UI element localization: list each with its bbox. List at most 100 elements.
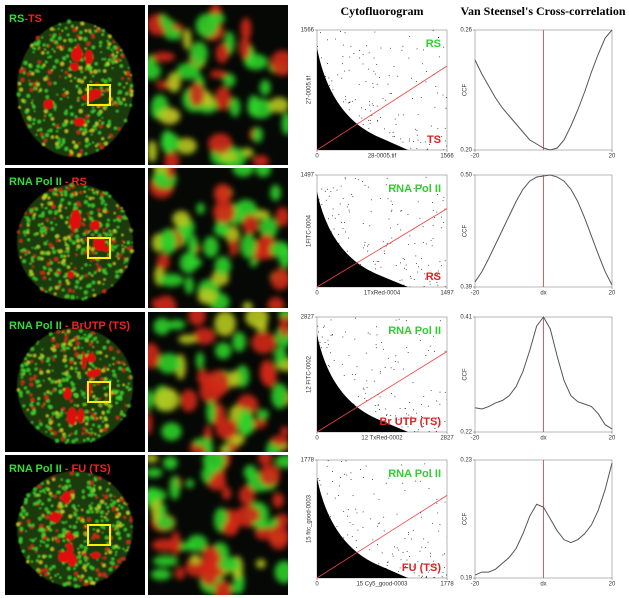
speckle (32, 100, 34, 102)
speckle (66, 216, 69, 219)
speckle (118, 257, 120, 259)
speckle (114, 390, 118, 394)
speckle (96, 270, 98, 272)
scatter-dot (327, 132, 328, 133)
speckle (44, 393, 46, 395)
scatter-dot (438, 531, 439, 532)
scatter-dot (322, 265, 323, 266)
scatter-dot (417, 48, 418, 49)
scatter-dot (317, 46, 318, 47)
speckle (88, 143, 90, 145)
speckle (80, 544, 84, 548)
scatter-dot (326, 99, 327, 100)
scatter-dot (317, 384, 318, 385)
speckle (107, 263, 109, 265)
speckle (47, 263, 50, 266)
speckle (81, 104, 83, 106)
speckle (27, 556, 30, 559)
scatter-dot (344, 375, 345, 376)
speckle (91, 274, 93, 276)
label-part: - BrUTP (TS) (62, 320, 131, 332)
scatter-dot (436, 431, 437, 432)
y-tick-label: 1778 (301, 458, 315, 464)
speckle (85, 422, 88, 425)
speckle (48, 268, 52, 272)
scatter-dot (417, 272, 418, 273)
scatter-dot (321, 189, 322, 190)
scatter-dot (358, 179, 359, 180)
scatter-dot (424, 463, 425, 464)
speckle (20, 364, 24, 368)
speckle (89, 264, 91, 266)
scatter-dot (408, 532, 409, 533)
speckle (41, 405, 44, 408)
scatter-dot (366, 380, 367, 381)
speckle (36, 134, 38, 136)
scatter-dot (411, 278, 412, 279)
speckle (19, 224, 21, 226)
scatter-dot (394, 546, 395, 547)
scatter-dot (388, 84, 389, 85)
scatter-dot (354, 131, 355, 132)
speckle (120, 49, 122, 51)
speckle (58, 28, 60, 30)
speckle (99, 120, 101, 122)
speckle (80, 560, 82, 562)
speckle (38, 517, 42, 521)
speckle (104, 203, 107, 206)
scatter-dot (317, 365, 318, 366)
speckle (66, 282, 69, 285)
scatter-dot (381, 342, 382, 343)
scatter-dot (371, 199, 372, 200)
scatter-dot (325, 525, 326, 526)
speckle (32, 547, 34, 549)
speckle (130, 93, 134, 97)
scatter-dot (388, 577, 389, 578)
speckle (46, 425, 49, 428)
speckle (124, 262, 126, 264)
speckle (70, 400, 73, 403)
speckle (37, 256, 41, 260)
speckle (98, 208, 101, 211)
scatter-dot (371, 211, 372, 212)
speckle (54, 293, 57, 296)
speckle (31, 259, 34, 262)
scatter-dot (331, 335, 332, 336)
scatter-dot (332, 430, 333, 431)
speckle (23, 369, 26, 372)
speckle (54, 104, 56, 106)
speckle (103, 232, 105, 234)
scatter-dot (380, 267, 381, 268)
scatter-dot (347, 516, 348, 517)
nucleolus (70, 63, 79, 71)
blob (159, 229, 176, 255)
speckle (117, 380, 119, 382)
speckle (36, 343, 38, 345)
scatter-dot (332, 481, 333, 482)
speckle (75, 115, 78, 118)
nucleolus (77, 409, 84, 423)
speckle (55, 189, 58, 192)
scatter-dot (317, 562, 318, 563)
scatter-dot (320, 361, 321, 362)
blob (253, 520, 271, 528)
speckle (96, 496, 98, 498)
scatter-dot (325, 285, 326, 286)
speckle (48, 498, 51, 501)
scatter-dot (345, 428, 346, 429)
speckle (22, 509, 26, 513)
x-tick-label: 1566 (440, 154, 454, 160)
speckle (98, 213, 102, 217)
scatter-dot (401, 465, 402, 466)
speckle (117, 245, 119, 247)
y-tick-label: 0.41 (460, 315, 472, 321)
speckle (36, 402, 39, 405)
speckle (69, 61, 71, 63)
speckle (53, 65, 57, 69)
speckle (101, 519, 104, 522)
scatter-dot (325, 147, 326, 148)
scatter-dot (441, 136, 442, 137)
scatter-dot (334, 360, 335, 361)
speckle (84, 296, 87, 299)
speckle (38, 494, 40, 496)
